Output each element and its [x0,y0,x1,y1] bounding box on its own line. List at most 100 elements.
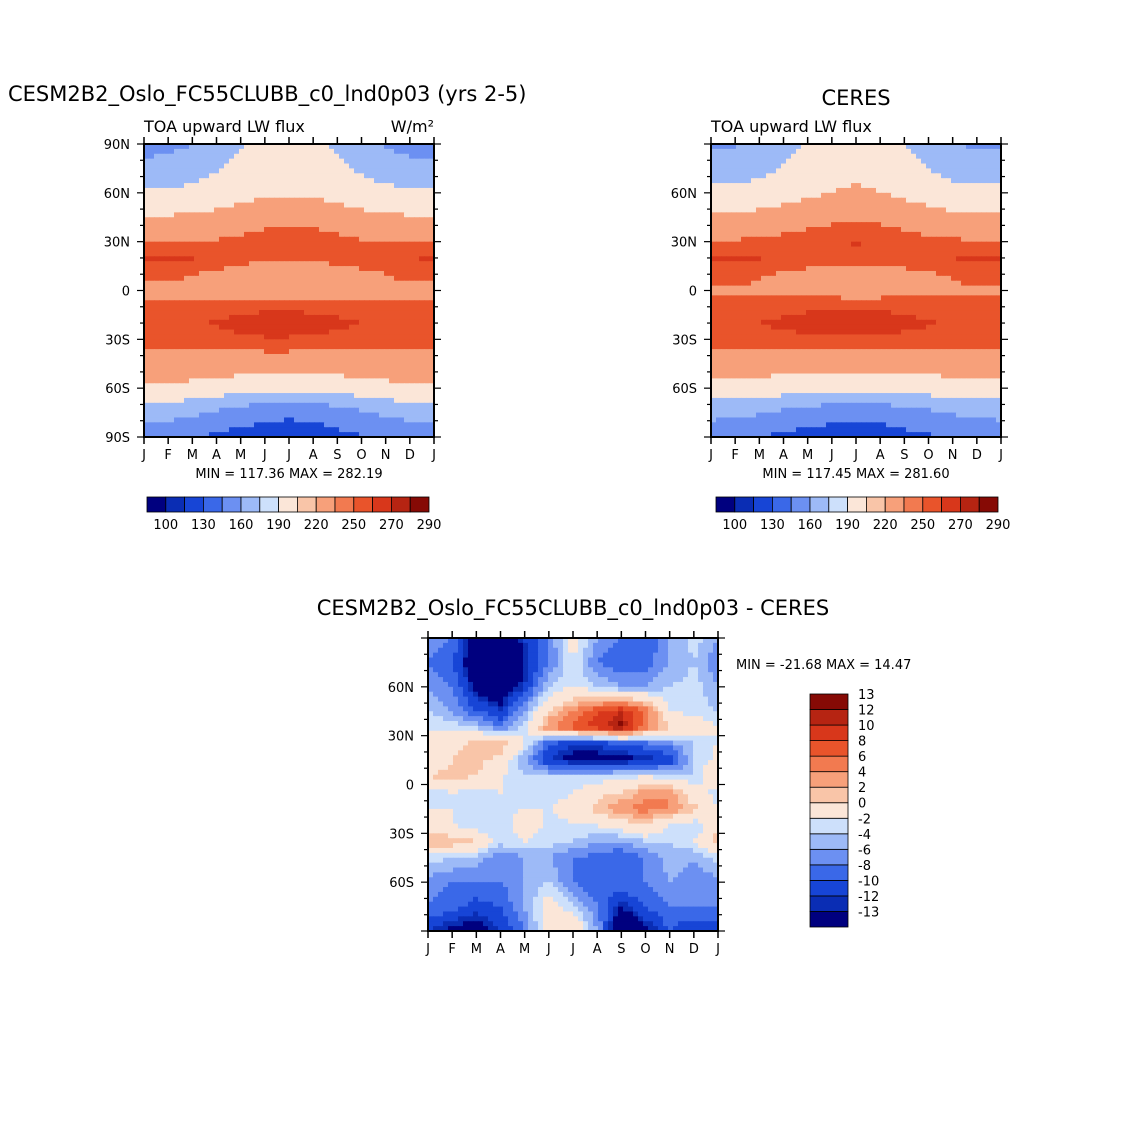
model-cell [204,314,210,321]
obs-cell [966,144,972,150]
obs-cell [986,144,992,150]
model-cell [169,270,175,277]
obs-cell [721,192,727,199]
obs-cell [906,231,912,238]
model-cell [149,324,155,331]
obs-cell [926,236,932,243]
model-cell [194,187,200,194]
model-cell [204,324,210,331]
model-cell [304,319,310,326]
obs-cell [851,251,857,257]
model-cell [369,275,375,282]
model-cell [294,280,300,287]
obs-cell [831,197,837,204]
model-cell [309,144,315,150]
model-cell [379,402,385,409]
model-cell [219,227,225,233]
obs-cell [951,153,957,160]
model-cell [319,388,325,394]
obs-cell [791,187,797,194]
model-cell [374,158,380,165]
model-cell [154,300,160,306]
obs-cell [731,197,737,204]
model-cell [409,383,415,389]
model-cell [164,222,170,228]
obs-cell [806,168,812,174]
model-cell [169,187,175,194]
obs-cell [866,241,872,248]
model-cell [244,168,250,174]
obs-cell [881,168,887,174]
model-cell [359,197,365,204]
obs-cell [946,212,952,218]
model-cell [304,363,310,370]
obs-cell [781,236,787,243]
model-cell [334,397,340,404]
model-cell [269,222,275,228]
model-cell [374,339,380,345]
model-cell [304,168,310,174]
model-cell [344,319,350,326]
model-colorbar-label: 160 [229,518,254,533]
model-cell [149,329,155,336]
model-cell [414,158,420,165]
model-cell [224,207,230,213]
model-cell [274,246,280,253]
model-cell [184,373,190,379]
obs-cell [946,256,952,262]
obs-cell [786,192,792,199]
model-cell [199,227,205,233]
model-cell [424,422,430,428]
model-cell [154,280,160,287]
obs-cell [831,256,837,262]
model-cell [294,334,300,340]
model-cell [204,192,210,199]
model-cell [184,432,190,437]
model-cell [159,270,165,277]
model-cell [284,383,290,389]
model-cell [164,412,170,419]
model-cell [184,251,190,257]
model-cell [279,144,285,150]
model-cell [289,183,295,189]
obs-cell [806,246,812,253]
model-cell [174,212,180,218]
model-cell [424,246,430,253]
model-cell [204,207,210,213]
model-cell [299,305,305,311]
model-cell [199,324,205,331]
model-cell [264,295,270,301]
model-cell [314,197,320,204]
obs-contour-field [711,144,1001,437]
obs-cell [806,153,812,160]
obs-cell [956,212,962,218]
obs-cell [771,217,777,223]
obs-cell [836,168,842,174]
model-cell [354,329,360,336]
model-cell [359,187,365,194]
model-cell [364,251,370,257]
model-cell [289,295,295,301]
model-cell [224,432,230,437]
model-cell [279,222,285,228]
model-cell [254,183,260,189]
model-cell [299,202,305,209]
obs-cell [976,241,982,248]
model-cell [419,363,425,370]
model-cell [379,432,385,437]
model-cell [354,266,360,272]
obs-cell [961,217,967,223]
model-cell [304,144,310,150]
obs-cell [751,222,757,228]
model-cell [374,236,380,243]
model-cell [229,329,235,336]
model-cell [309,363,315,370]
model-cell [184,393,190,399]
obs-cell [951,178,957,184]
model-cell [154,231,160,238]
obs-cell [856,231,862,238]
model-cell [219,148,225,155]
obs-cell [811,173,817,179]
model-cell [349,207,355,213]
